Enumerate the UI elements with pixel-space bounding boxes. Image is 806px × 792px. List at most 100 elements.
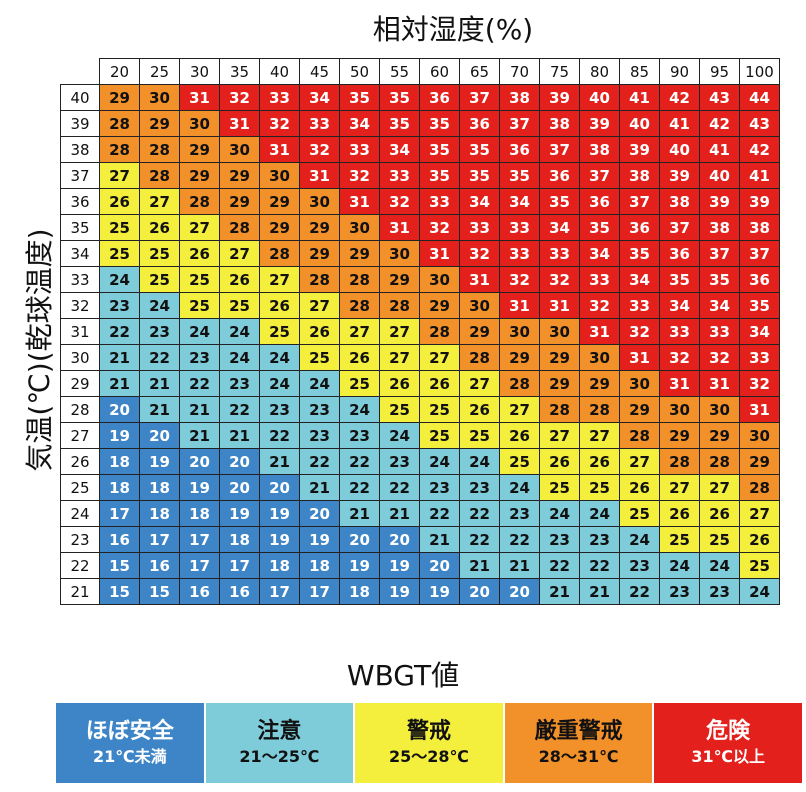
humidity-tick-label: 80 xyxy=(579,58,620,85)
humidity-tick-label: 85 xyxy=(619,58,660,85)
wbgt-cell: 18 xyxy=(99,448,140,475)
wbgt-cell: 42 xyxy=(739,136,780,163)
wbgt-cell: 25 xyxy=(379,396,420,423)
wbgt-cell: 25 xyxy=(659,526,700,553)
wbgt-cell: 20 xyxy=(459,578,500,605)
wbgt-cell: 30 xyxy=(419,266,460,293)
wbgt-cell: 21 xyxy=(579,578,620,605)
temperature-tick-label: 25 xyxy=(60,474,100,501)
wbgt-cell: 33 xyxy=(379,162,420,189)
wbgt-cell: 29 xyxy=(459,318,500,345)
wbgt-cell: 33 xyxy=(579,266,620,293)
wbgt-cell: 33 xyxy=(459,214,500,241)
wbgt-cell: 38 xyxy=(499,84,540,111)
humidity-tick-label: 35 xyxy=(219,58,260,85)
wbgt-cell: 19 xyxy=(219,500,260,527)
wbgt-cell: 22 xyxy=(579,552,620,579)
humidity-tick-label: 25 xyxy=(139,58,180,85)
wbgt-cell: 26 xyxy=(219,266,260,293)
wbgt-cell: 21 xyxy=(99,344,140,371)
legend-title: WBGT値 xyxy=(346,659,460,692)
legend-item-name: 厳重警戒 xyxy=(534,719,623,744)
wbgt-cell: 22 xyxy=(219,396,260,423)
wbgt-cell: 15 xyxy=(99,552,140,579)
wbgt-cell: 25 xyxy=(579,474,620,501)
temperature-tick-label: 35 xyxy=(60,214,100,241)
humidity-tick-label: 20 xyxy=(99,58,140,85)
wbgt-cell: 26 xyxy=(659,500,700,527)
wbgt-cell: 31 xyxy=(179,84,220,111)
wbgt-cell: 27 xyxy=(339,318,380,345)
wbgt-cell: 22 xyxy=(339,448,380,475)
wbgt-cell: 32 xyxy=(219,84,260,111)
wbgt-cell: 25 xyxy=(299,344,340,371)
wbgt-cell: 35 xyxy=(499,162,540,189)
wbgt-cell: 24 xyxy=(419,448,460,475)
legend-item-name: 注意 xyxy=(257,719,302,744)
wbgt-cell: 31 xyxy=(339,188,380,215)
wbgt-cell: 26 xyxy=(579,448,620,475)
wbgt-cell: 37 xyxy=(539,136,580,163)
temperature-tick-label: 27 xyxy=(60,422,100,449)
temperature-tick-label: 24 xyxy=(60,500,100,527)
wbgt-cell: 27 xyxy=(299,292,340,319)
wbgt-cell: 26 xyxy=(259,292,300,319)
wbgt-cell: 25 xyxy=(99,240,140,267)
wbgt-cell: 36 xyxy=(539,162,580,189)
wbgt-cell: 28 xyxy=(459,344,500,371)
wbgt-cell: 31 xyxy=(419,240,460,267)
wbgt-cell: 35 xyxy=(339,84,380,111)
temperature-row: 36 26 27 28 29 29 30 31 32 33 34 34 35 36 37 38 39 39 xyxy=(60,188,780,215)
wbgt-cell: 24 xyxy=(579,500,620,527)
wbgt-cell: 22 xyxy=(299,448,340,475)
wbgt-cell: 27 xyxy=(139,188,180,215)
wbgt-cell: 29 xyxy=(659,422,700,449)
temperature-tick-label: 36 xyxy=(60,188,100,215)
wbgt-cell: 29 xyxy=(499,344,540,371)
wbgt-cell: 30 xyxy=(259,162,300,189)
wbgt-cell: 24 xyxy=(459,448,500,475)
wbgt-cell: 28 xyxy=(179,188,220,215)
temperature-row: 31 22 23 24 24 25 26 27 27 28 29 30 30 31 32 33 33 34 xyxy=(60,318,780,345)
wbgt-cell: 22 xyxy=(459,500,500,527)
wbgt-cell: 23 xyxy=(619,552,660,579)
wbgt-cell: 39 xyxy=(699,188,740,215)
wbgt-cell: 24 xyxy=(539,500,580,527)
wbgt-cell: 23 xyxy=(299,422,340,449)
wbgt-cell: 15 xyxy=(99,578,140,605)
humidity-tick-label: 60 xyxy=(419,58,460,85)
wbgt-cell: 40 xyxy=(659,136,700,163)
wbgt-cell: 22 xyxy=(139,344,180,371)
wbgt-cell: 24 xyxy=(699,552,740,579)
wbgt-cell: 18 xyxy=(139,474,180,501)
wbgt-cell: 31 xyxy=(299,162,340,189)
wbgt-cell: 21 xyxy=(179,396,220,423)
temperature-tick-label: 33 xyxy=(60,266,100,293)
wbgt-cell: 35 xyxy=(739,292,780,319)
wbgt-cell: 32 xyxy=(459,240,500,267)
wbgt-cell: 34 xyxy=(619,266,660,293)
humidity-tick-label: 90 xyxy=(659,58,700,85)
wbgt-cell: 29 xyxy=(539,370,580,397)
wbgt-cell: 21 xyxy=(179,422,220,449)
wbgt-cell: 28 xyxy=(259,240,300,267)
wbgt-cell: 35 xyxy=(419,136,460,163)
temperature-tick-label: 38 xyxy=(60,136,100,163)
corner-cell xyxy=(60,58,100,85)
wbgt-cell: 25 xyxy=(99,214,140,241)
wbgt-cell: 33 xyxy=(419,188,460,215)
wbgt-cell: 20 xyxy=(299,500,340,527)
temperature-tick-label: 34 xyxy=(60,240,100,267)
wbgt-cell: 26 xyxy=(379,370,420,397)
humidity-tick-label: 70 xyxy=(499,58,540,85)
wbgt-cell: 26 xyxy=(539,448,580,475)
wbgt-cell: 23 xyxy=(179,344,220,371)
wbgt-cell: 20 xyxy=(219,474,260,501)
humidity-tick-label: 75 xyxy=(539,58,580,85)
temperature-row: 38 28 28 29 30 31 32 33 34 35 35 36 37 38 39 40 41 42 xyxy=(60,136,780,163)
wbgt-cell: 26 xyxy=(419,370,460,397)
wbgt-cell: 27 xyxy=(379,344,420,371)
wbgt-cell: 37 xyxy=(739,240,780,267)
temperature-tick-label: 39 xyxy=(60,110,100,137)
legend-item-severe: 厳重警戒 28〜31℃ xyxy=(504,703,655,783)
